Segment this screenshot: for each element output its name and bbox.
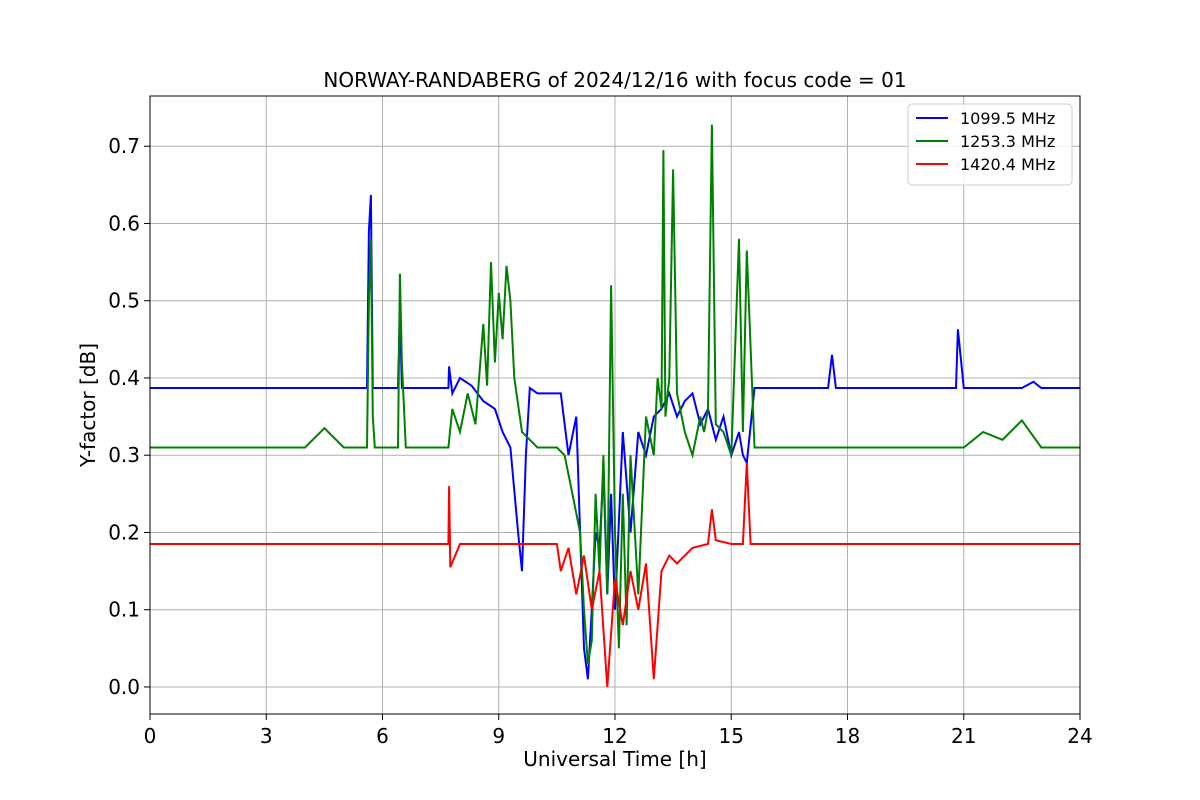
y-tick-label: 0.2	[108, 520, 140, 544]
x-tick-label: 9	[492, 724, 505, 748]
ticks: 0 3 6 9 12 15 18 21 24 0.0 0.1 0.2 0.3 0.4 0.5 0.6 0.7	[108, 134, 1093, 748]
x-tick-label: 18	[835, 724, 860, 748]
y-tick-label: 0.3	[108, 443, 140, 467]
y-axis-label: Y-factor [dB]	[76, 343, 100, 468]
y-tick-label: 0.1	[108, 598, 140, 622]
x-tick-label: 21	[951, 724, 976, 748]
x-tick-label: 3	[260, 724, 273, 748]
series-group	[150, 124, 1080, 688]
series-line-2	[150, 124, 1080, 664]
chart-title: NORWAY-RANDABERG of 2024/12/16 with focu…	[323, 68, 906, 92]
y-tick-label: 0.6	[108, 211, 140, 235]
series-layer	[150, 124, 1080, 688]
legend-label: 1420.4 MHz	[960, 155, 1055, 174]
x-tick-label: 15	[719, 724, 744, 748]
x-tick-label: 0	[144, 724, 157, 748]
x-tick-label: 24	[1067, 724, 1092, 748]
y-tick-label: 0.4	[108, 366, 140, 390]
legend: 1099.5 MHz 1253.3 MHz 1420.4 MHz	[907, 103, 1073, 186]
y-tick-label: 0.5	[108, 289, 140, 313]
legend-label: 1253.3 MHz	[960, 132, 1055, 151]
y-tick-label: 0.0	[108, 675, 140, 699]
legend-label: 1099.5 MHz	[960, 109, 1055, 128]
x-tick-label: 6	[376, 724, 389, 748]
series-line-3	[150, 462, 1080, 688]
x-axis-label: Universal Time [h]	[523, 747, 706, 771]
x-tick-label: 12	[602, 724, 627, 748]
legend-box	[907, 103, 1073, 186]
y-tick-label: 0.7	[108, 134, 140, 158]
